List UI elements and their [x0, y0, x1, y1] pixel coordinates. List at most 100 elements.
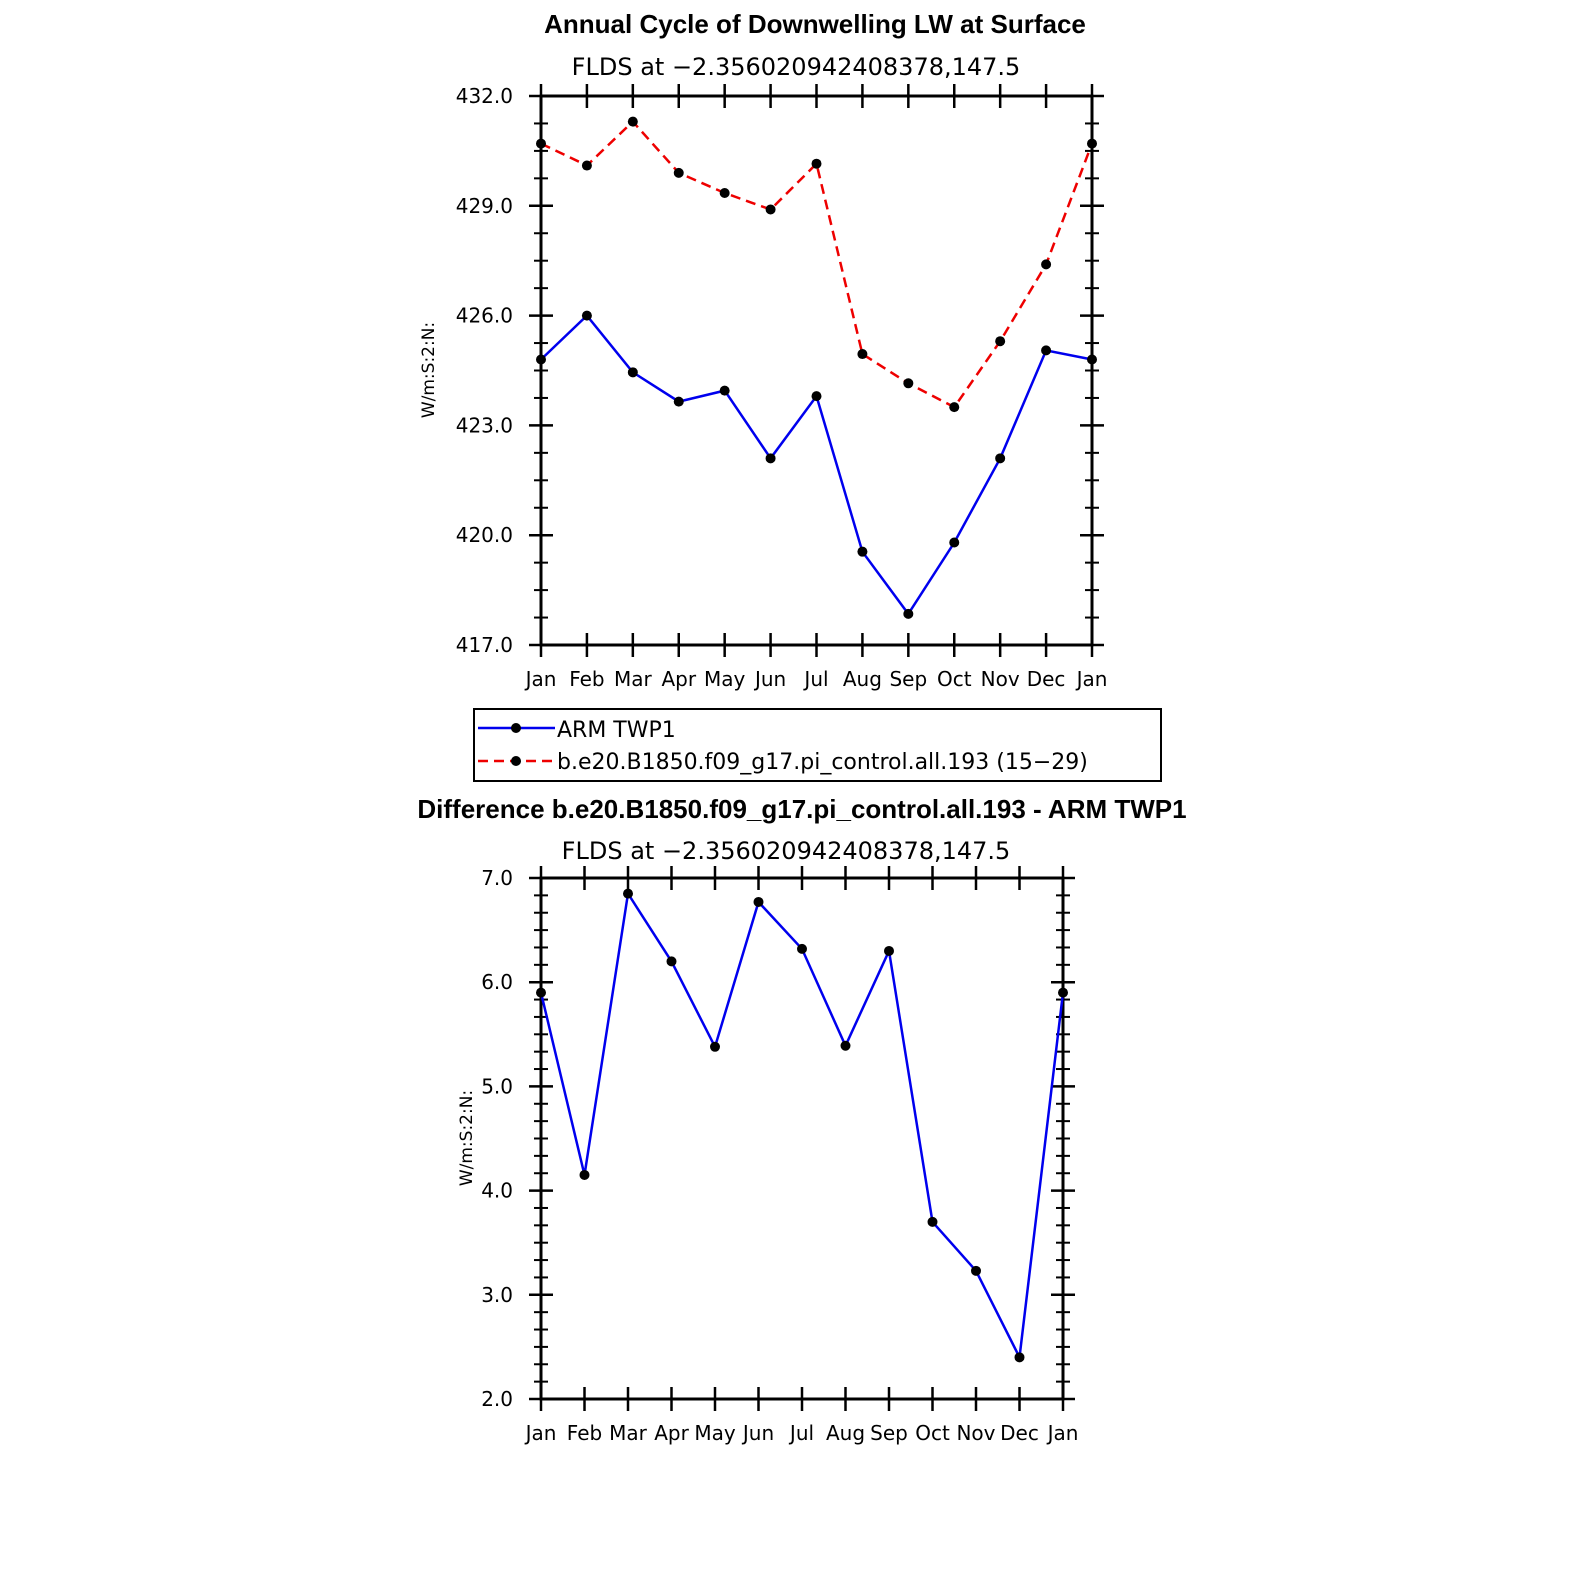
x-tick-label: Jan: [1046, 1421, 1079, 1445]
x-tick-label: Nov: [956, 1421, 995, 1445]
y-tick-label: 3.0: [481, 1283, 513, 1307]
data-point: [536, 354, 546, 365]
data-point: [995, 453, 1006, 464]
legend-label-model: b.e20.B1850.f09_g17.pi_control.all.193 (…: [557, 750, 1088, 775]
data-point: [971, 1265, 981, 1276]
chart-1-x-ticks: Jan Feb Mar Apr May Jun Jul Aug Sep Oct Nov Dec Jan: [524, 84, 1108, 691]
x-tick-label: Mar: [614, 667, 653, 691]
series-line: [539, 890, 1065, 1362]
chart-1-y-ticks: 417.0 420.0 423.0 426.0 429.0 432.0: [456, 84, 1104, 657]
x-tick-label: Mar: [609, 1421, 648, 1445]
chart-1-frame: [539, 94, 1094, 647]
x-tick-label: Aug: [826, 1421, 865, 1445]
data-point: [765, 453, 776, 464]
data-point: [884, 945, 894, 956]
data-point: [719, 187, 730, 198]
data-point: [903, 608, 914, 619]
legend-marker-model: [511, 756, 521, 766]
y-tick-label: 5.0: [481, 1074, 513, 1098]
data-point: [811, 158, 822, 169]
data-point: [949, 537, 960, 548]
legend-marker-arm: [511, 723, 521, 733]
x-tick-label: Feb: [569, 667, 604, 691]
data-point: [1041, 259, 1052, 270]
data-point: [1041, 345, 1052, 356]
x-tick-label: Apr: [661, 667, 696, 691]
y-tick-label: 423.0: [456, 413, 513, 437]
data-point: [995, 336, 1006, 347]
data-point: [1058, 987, 1068, 998]
y-tick-label: 420.0: [456, 523, 513, 547]
chart-1-subtitle: FLDS at −2.356020942408378,147.5: [572, 53, 1021, 81]
chart-1-ylabel: W/m:S:2:N:: [419, 322, 439, 418]
data-point: [1087, 354, 1097, 365]
legend-label-arm: ARM TWP1: [557, 718, 676, 743]
y-tick-label: 429.0: [456, 194, 513, 218]
data-point: [753, 896, 764, 907]
series-line: [540, 313, 1093, 617]
x-tick-label: Apr: [654, 1421, 689, 1445]
data-point: [927, 1216, 938, 1227]
data-point: [536, 138, 546, 149]
chart-2-series: [536, 888, 1068, 1363]
data-point: [579, 1169, 590, 1180]
data-point: [666, 956, 677, 967]
y-tick-label: 4.0: [481, 1179, 513, 1203]
chart-2-ylabel: W/m:S:2:N:: [457, 1090, 477, 1186]
x-tick-label: Jun: [753, 667, 786, 691]
x-tick-label: Dec: [1027, 667, 1066, 691]
x-tick-label: Oct: [937, 667, 972, 691]
data-point: [623, 888, 633, 899]
data-point: [710, 1041, 720, 1052]
data-point: [1014, 1352, 1025, 1363]
x-tick-label: Nov: [981, 667, 1020, 691]
data-point: [1087, 138, 1097, 149]
x-tick-label: Oct: [915, 1421, 950, 1445]
x-tick-label: Jan: [524, 667, 557, 691]
data-point: [581, 310, 592, 321]
x-tick-label: May: [704, 667, 746, 691]
legend-box: [473, 708, 1162, 782]
chart-1: Annual Cycle of Downwelling LW at Surfac…: [419, 9, 1107, 691]
chart-1-title: Annual Cycle of Downwelling LW at Surfac…: [544, 9, 1086, 39]
x-tick-label: May: [694, 1421, 736, 1445]
y-tick-label: 426.0: [456, 304, 513, 328]
x-tick-label: Aug: [843, 667, 882, 691]
x-tick-label: Feb: [567, 1421, 602, 1445]
y-tick-label: 2.0: [481, 1387, 513, 1411]
x-tick-label: Jun: [741, 1421, 774, 1445]
data-point: [857, 546, 868, 557]
chart-2: Difference b.e20.B1850.f09_g17.pi_contro…: [417, 794, 1186, 1445]
y-tick-label: 6.0: [481, 970, 513, 994]
data-point: [581, 160, 592, 171]
x-tick-label: Jan: [1075, 667, 1108, 691]
data-point: [673, 396, 684, 407]
x-tick-label: Dec: [1000, 1421, 1039, 1445]
chart-2-y-ticks: 2.0 3.0 4.0 5.0 6.0 7.0: [481, 866, 1075, 1411]
x-tick-label: Jul: [788, 1421, 814, 1445]
data-point: [857, 349, 868, 360]
data-point: [536, 987, 546, 998]
data-point: [627, 116, 638, 127]
x-tick-label: Jul: [802, 667, 828, 691]
data-point: [765, 204, 776, 215]
data-point: [949, 402, 960, 413]
data-point: [811, 391, 822, 402]
y-tick-label: 432.0: [456, 84, 513, 108]
data-point: [903, 378, 914, 389]
x-tick-label: Sep: [870, 1421, 908, 1445]
y-tick-label: 7.0: [481, 866, 513, 890]
data-point: [719, 385, 730, 396]
data-point: [797, 943, 807, 954]
y-tick-label: 417.0: [456, 633, 513, 657]
data-point: [840, 1040, 851, 1051]
x-tick-label: Jan: [524, 1421, 557, 1445]
data-point: [673, 167, 684, 178]
chart-2-title: Difference b.e20.B1850.f09_g17.pi_contro…: [417, 794, 1186, 824]
chart-2-subtitle: FLDS at −2.356020942408378,147.5: [562, 837, 1011, 865]
chart-1-series: [536, 116, 1097, 619]
chart-1-legend: ARM TWP1 b.e20.B1850.f09_g17.pi_control.…: [473, 708, 1162, 782]
data-point: [627, 367, 638, 378]
chart-2-x-ticks: Jan Feb Mar Apr May Jun Jul Aug Sep Oct Nov Dec Jan: [524, 866, 1079, 1445]
